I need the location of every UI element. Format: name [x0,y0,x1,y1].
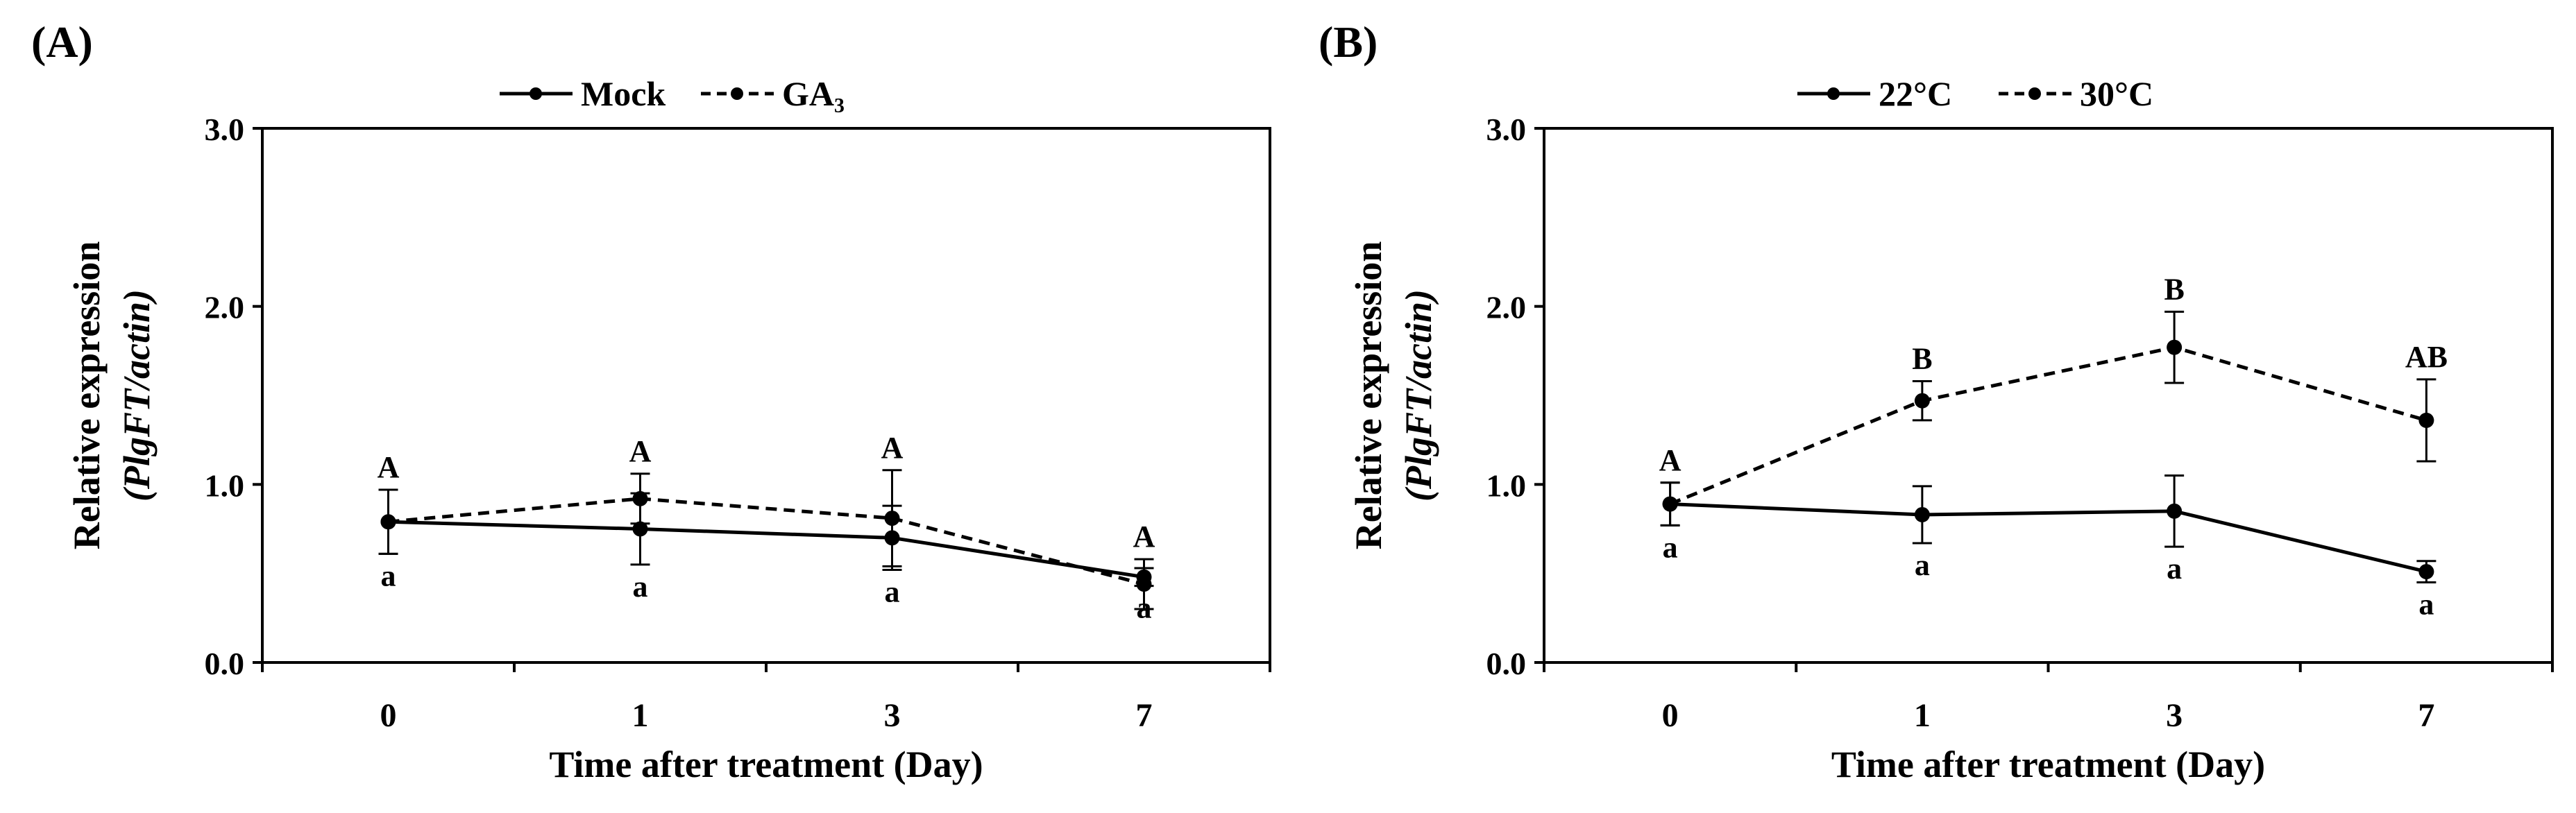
significance-letter: A [1659,443,1681,477]
y-axis-label-line1: Relative expression [66,241,108,549]
x-tick-label: 1 [632,697,649,734]
y-axis-label: Relative expression (PlgFT/actin) [66,241,158,549]
legend-marker [731,87,743,100]
x-tick-label: 0 [380,697,397,734]
x-tick-label: 7 [2418,697,2434,734]
y-tick-label: 1.0 [1486,468,1527,503]
plot-frame [1543,127,2554,664]
data-point [632,490,648,506]
y-tick-label: 2.0 [205,290,245,325]
y-tick-label: 3.0 [205,112,245,147]
significance-letter: AB [2405,340,2448,374]
significance-letter: a [2167,551,2182,585]
data-point [1136,576,1152,592]
series-line [388,520,1144,579]
significance-letter: a [885,575,900,609]
series-line [388,497,1145,586]
series-line [1670,502,2427,574]
x-tick-label: 3 [884,697,901,734]
significance-letter: a [1663,530,1678,564]
significance-letter: a [633,570,648,604]
data-point [2167,503,2183,519]
data-point [1914,393,1930,409]
data-point [380,514,396,530]
panel-b: (B) 0.0 1.0 2.0 3.0 0 1 3 7 Time after treatment … [1319,17,2554,785]
x-tick-label: 7 [1136,697,1153,734]
y-axis-label: Relative expression (PlgFT/actin) [1348,241,1439,549]
x-tick-label: 3 [2166,697,2183,734]
x-tick-label: 1 [1914,697,1931,734]
y-tick-label: 0.0 [1486,646,1527,681]
data-point [1914,506,1930,522]
data-point [1662,496,1678,512]
legend-label: GA₃ [782,74,845,113]
panel-label: (A) [31,17,93,67]
significance-letter: A [378,450,400,484]
y-axis-label-line2: (PlgFT/actin) [1398,289,1439,502]
x-axis-label: Time after treatment (Day) [1831,744,2265,785]
legend-label: 30°C [2080,74,2153,113]
data-point [632,521,648,537]
x-axis-label: Time after treatment (Day) [549,744,983,785]
data-point [884,511,900,527]
legend: 22°C 30°C [1797,74,2153,113]
legend-marker [529,87,542,100]
legend: Mock GA₃ [500,74,845,113]
significance-letter: a [1915,548,1930,582]
series-line [1669,345,2427,506]
y-tick-label: 1.0 [205,468,245,503]
series-dashed: A A A A [378,431,1155,610]
panel-a: (A) 0.0 1.0 2.0 3.0 0 1 3 7 Time after treatment … [31,17,1271,785]
significance-letter: A [881,431,904,465]
legend-marker [1827,87,1840,100]
y-tick-label: 0.0 [205,646,245,681]
significance-letter: A [629,434,652,468]
data-point [2418,412,2434,428]
y-axis-label-line1: Relative expression [1348,241,1389,549]
data-point [2167,339,2183,355]
legend-label: 22°C [1879,74,1952,113]
significance-letter: B [2164,272,2184,306]
y-axis-label-line2: (PlgFT/actin) [116,289,158,502]
x-tick-label: 0 [1662,697,1679,734]
panel-label: (B) [1319,17,1378,67]
legend-marker [2028,87,2041,100]
significance-letter: a [381,558,396,592]
y-tick-label: 2.0 [1486,290,1527,325]
legend-label: Mock [581,74,666,113]
y-tick-label: 3.0 [1486,112,1527,147]
data-point [2418,564,2434,580]
plot-frame [261,127,1271,664]
significance-letter: A [1133,520,1155,554]
series-solid: a a a a [1660,474,2437,622]
significance-letter: B [1912,341,1932,375]
significance-letter: a [2418,588,2434,622]
